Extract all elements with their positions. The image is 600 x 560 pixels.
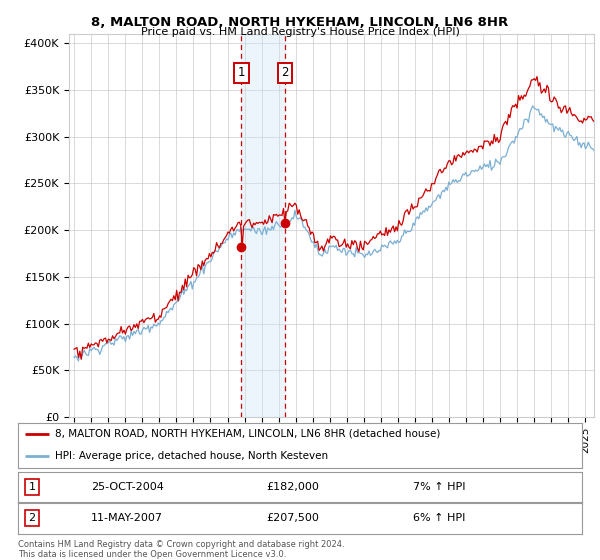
- Bar: [241, 34, 285, 417]
- Text: 8, MALTON ROAD, NORTH HYKEHAM, LINCOLN, LN6 8HR: 8, MALTON ROAD, NORTH HYKEHAM, LINCOLN, …: [91, 16, 509, 29]
- Text: 1: 1: [238, 67, 245, 80]
- Text: 2: 2: [29, 514, 35, 523]
- Text: £182,000: £182,000: [266, 482, 319, 492]
- Text: 2: 2: [281, 67, 289, 80]
- Text: 8, MALTON ROAD, NORTH HYKEHAM, LINCOLN, LN6 8HR (detached house): 8, MALTON ROAD, NORTH HYKEHAM, LINCOLN, …: [55, 429, 440, 439]
- Text: 1: 1: [29, 482, 35, 492]
- Text: £207,500: £207,500: [266, 514, 319, 523]
- Text: 6% ↑ HPI: 6% ↑ HPI: [413, 514, 465, 523]
- Text: Price paid vs. HM Land Registry's House Price Index (HPI): Price paid vs. HM Land Registry's House …: [140, 27, 460, 37]
- Text: 11-MAY-2007: 11-MAY-2007: [91, 514, 163, 523]
- Text: 25-OCT-2004: 25-OCT-2004: [91, 482, 164, 492]
- Text: Contains HM Land Registry data © Crown copyright and database right 2024.
This d: Contains HM Land Registry data © Crown c…: [18, 540, 344, 559]
- Text: HPI: Average price, detached house, North Kesteven: HPI: Average price, detached house, Nort…: [55, 451, 328, 461]
- Text: 7% ↑ HPI: 7% ↑ HPI: [413, 482, 466, 492]
